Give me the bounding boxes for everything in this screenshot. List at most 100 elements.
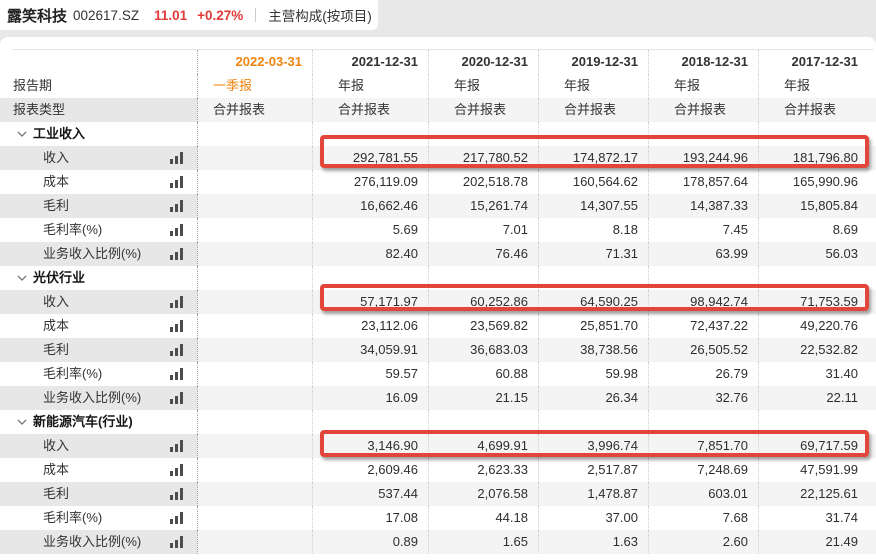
table-top-border	[12, 49, 874, 50]
bar-chart-icon[interactable]	[170, 512, 184, 524]
empty-cell	[312, 122, 428, 146]
value-cell: 22.11	[758, 386, 868, 410]
metric-row: 毛利率(%) 17.08 44.18 37.00 7.68 31.74	[0, 506, 876, 530]
metric-row: 业务收入比例(%) 16.09 21.15 26.34 32.76 22.11	[0, 386, 876, 410]
empty-cell	[197, 482, 312, 506]
stock-price: 11.01	[154, 7, 188, 23]
filler-cell	[868, 170, 876, 194]
value-cell: 59.98	[538, 362, 648, 386]
filler-cell	[868, 530, 876, 554]
bar-chart-icon[interactable]	[170, 200, 184, 212]
empty-cell	[197, 242, 312, 266]
chevron-down-icon[interactable]	[17, 419, 27, 425]
value-cell: 7,248.69	[648, 458, 758, 482]
table-row-report-period: 报告期 一季报 年报 年报 年报 年报 年报	[0, 74, 876, 98]
bar-chart-icon[interactable]	[170, 176, 184, 188]
row-label-text: 毛利	[43, 486, 70, 501]
value-cell: 160,564.62	[538, 170, 648, 194]
report-type-cell: 合并报表	[312, 98, 428, 122]
bar-chart-icon[interactable]	[170, 224, 184, 236]
row-label-text: 收入	[43, 150, 70, 165]
value-cell: 31.74	[758, 506, 868, 530]
report-period-cell: 年报	[758, 74, 868, 98]
bar-chart-icon[interactable]	[170, 248, 184, 260]
bar-chart-icon[interactable]	[170, 368, 184, 380]
bar-chart-icon[interactable]	[170, 488, 184, 500]
empty-cell	[312, 410, 428, 434]
section-row[interactable]: 新能源汽车(行业)	[0, 410, 876, 434]
row-label: 报告期	[0, 74, 197, 98]
metric-row: 毛利 537.44 2,076.58 1,478.87 603.01 22,125.61	[0, 482, 876, 506]
empty-cell	[758, 122, 868, 146]
row-label-text: 成本	[43, 174, 70, 189]
value-cell: 2,517.87	[538, 458, 648, 482]
table-row-report-type: 报表类型 合并报表 合并报表 合并报表 合并报表 合并报表 合并报表	[0, 98, 876, 122]
section-name: 新能源汽车(行业)	[33, 414, 133, 429]
column-header: 2022-03-31	[197, 50, 312, 74]
empty-cell	[197, 290, 312, 314]
section-label[interactable]: 新能源汽车(行业)	[0, 410, 197, 434]
empty-cell	[197, 506, 312, 530]
value-cell: 22,532.82	[758, 338, 868, 362]
row-label-text: 成本	[43, 462, 70, 477]
value-cell: 34,059.91	[312, 338, 428, 362]
row-label: 毛利率(%)	[0, 506, 197, 530]
value-cell: 5.69	[312, 218, 428, 242]
value-cell: 537.44	[312, 482, 428, 506]
empty-cell	[197, 362, 312, 386]
section-row[interactable]: 工业收入	[0, 122, 876, 146]
empty-cell	[428, 266, 538, 290]
bar-chart-icon[interactable]	[170, 152, 184, 164]
filler-cell	[868, 314, 876, 338]
bar-chart-icon[interactable]	[170, 344, 184, 356]
value-cell: 22,125.61	[758, 482, 868, 506]
bar-chart-icon[interactable]	[170, 320, 184, 332]
value-cell: 1,478.87	[538, 482, 648, 506]
value-cell: 174,872.17	[538, 146, 648, 170]
chevron-down-icon[interactable]	[17, 275, 27, 281]
bar-chart-icon[interactable]	[170, 440, 184, 452]
value-cell: 7.45	[648, 218, 758, 242]
value-cell: 63.99	[648, 242, 758, 266]
row-label: 业务收入比例(%)	[0, 242, 197, 266]
empty-cell	[197, 122, 312, 146]
corner-cell	[0, 50, 197, 74]
filler-cell	[868, 242, 876, 266]
empty-cell	[197, 314, 312, 338]
row-label: 业务收入比例(%)	[0, 386, 197, 410]
value-cell: 2,076.58	[428, 482, 538, 506]
value-cell: 7,851.70	[648, 434, 758, 458]
report-type-cell: 合并报表	[197, 98, 312, 122]
value-cell: 15,805.84	[758, 194, 868, 218]
value-cell: 32.76	[648, 386, 758, 410]
row-label-text: 毛利率(%)	[43, 366, 103, 381]
report-type-cell: 合并报表	[538, 98, 648, 122]
chevron-down-icon[interactable]	[17, 131, 27, 137]
filler-cell	[868, 146, 876, 170]
section-label[interactable]: 光伏行业	[0, 266, 197, 290]
stock-change: +0.27%	[197, 7, 244, 23]
empty-cell	[648, 266, 758, 290]
bar-chart-icon[interactable]	[170, 464, 184, 476]
empty-cell	[648, 122, 758, 146]
stock-name: 露笑科技	[7, 7, 68, 25]
section-row[interactable]: 光伏行业	[0, 266, 876, 290]
quote-bar: 露笑科技 002617.SZ 11.01 +0.27% 主营构成(按项目)	[0, 0, 378, 30]
value-cell: 603.01	[648, 482, 758, 506]
value-cell: 2,623.33	[428, 458, 538, 482]
empty-cell	[197, 530, 312, 554]
empty-cell	[197, 218, 312, 242]
value-cell: 4,699.91	[428, 434, 538, 458]
bar-chart-icon[interactable]	[170, 536, 184, 548]
bar-chart-icon[interactable]	[170, 296, 184, 308]
value-cell: 3,996.74	[538, 434, 648, 458]
row-label-text: 毛利	[43, 198, 70, 213]
bar-chart-icon[interactable]	[170, 392, 184, 404]
filler-cell	[868, 434, 876, 458]
value-cell: 17.08	[312, 506, 428, 530]
value-cell: 71,753.59	[758, 290, 868, 314]
value-cell: 8.69	[758, 218, 868, 242]
section-label[interactable]: 工业收入	[0, 122, 197, 146]
filler-cell	[868, 506, 876, 530]
